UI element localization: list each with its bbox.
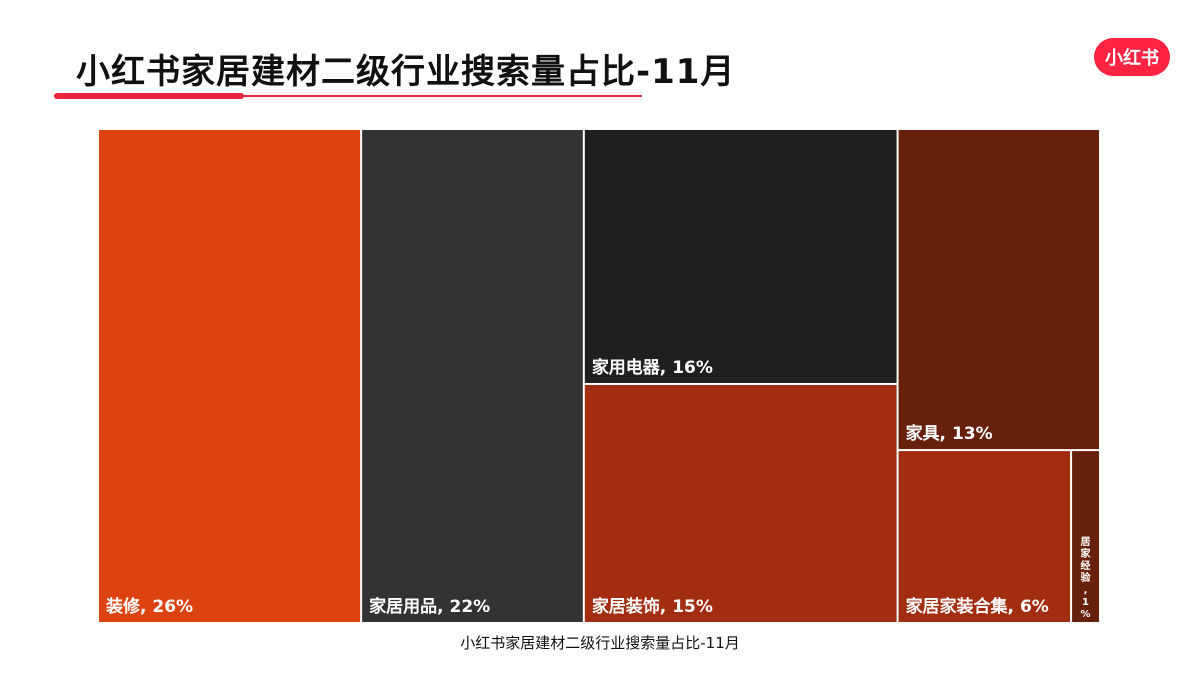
treemap-rect	[99, 130, 361, 622]
title-underline-accent	[54, 93, 244, 99]
treemap-rect	[898, 130, 1099, 450]
chart-caption: 小红书家居建材二级行业搜索量占比-11月	[460, 634, 740, 652]
treemap-cell-0: 装修, 26%	[99, 130, 361, 622]
page-title: 小红书家居建材二级行业搜索量占比-11月	[76, 52, 736, 92]
treemap-label-vertical: 居家经验, 1%	[1081, 536, 1092, 620]
treemap-cell-4: 家具, 13%	[898, 130, 1099, 450]
title-underline	[54, 95, 642, 97]
treemap-cell-3: 家居装饰, 15%	[584, 384, 897, 622]
treemap-label: 装修, 26%	[105, 596, 193, 617]
treemap-cell-6: 居家经验, 1%	[1072, 451, 1099, 622]
treemap-label: 家居家装合集, 6%	[906, 596, 1049, 617]
treemap-rect	[1072, 451, 1099, 622]
treemap-svg: 装修, 26% 家居用品, 22% 家用电器, 16% 家居装饰, 15% 家具, 13…	[99, 130, 1099, 622]
treemap-chart: 装修, 26% 家居用品, 22% 家用电器, 16% 家居装饰, 15% 家具, 13…	[98, 129, 1100, 623]
treemap-cell-5: 家居家装合集, 6%	[898, 451, 1071, 622]
treemap-rect	[898, 451, 1071, 622]
treemap-label: 家居用品, 22%	[369, 596, 490, 617]
treemap-label: 家用电器, 16%	[592, 357, 713, 378]
treemap-rect	[584, 384, 897, 622]
treemap-rect	[584, 130, 897, 383]
treemap-cell-2: 家用电器, 16%	[584, 130, 897, 383]
xiaohongshu-logo: 小红书	[1094, 38, 1170, 76]
treemap-label: 家居装饰, 15%	[592, 596, 713, 617]
treemap-rect	[362, 130, 583, 622]
treemap-label: 家具, 13%	[906, 423, 993, 444]
treemap-cell-1: 家居用品, 22%	[362, 130, 583, 622]
